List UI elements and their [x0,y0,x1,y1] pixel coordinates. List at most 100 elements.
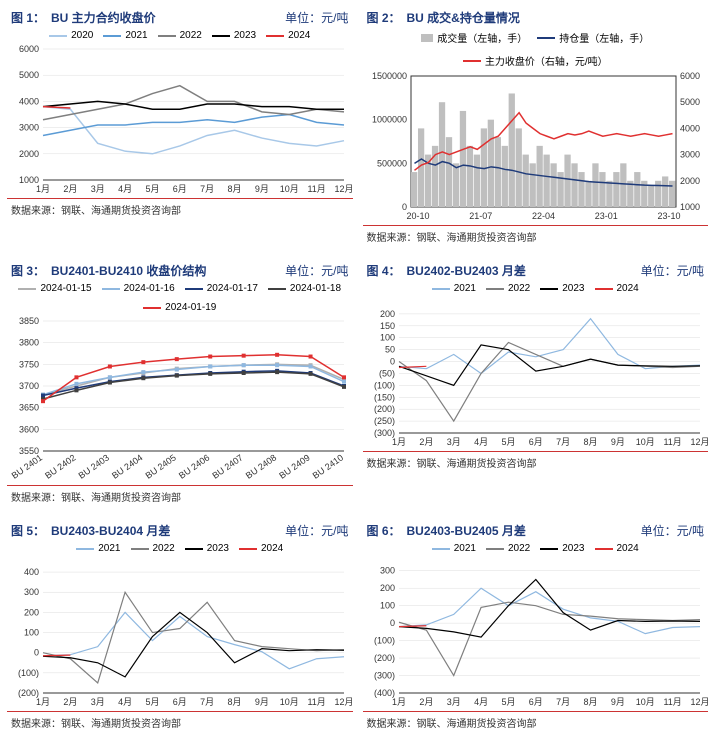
panel-title: 图 1：BU 主力合约收盘价 [11,9,156,26]
source-bar: 数据来源：钢联、海通期货投资咨询部 [7,711,353,738]
svg-text:6月: 6月 [173,184,187,194]
svg-text:3850: 3850 [19,316,39,326]
svg-text:3000: 3000 [680,150,700,160]
svg-text:6月: 6月 [528,437,542,447]
legend-item: 2024-01-19 [143,302,216,313]
svg-text:BU 2403: BU 2403 [77,452,111,480]
legend-item: 2023 [212,30,256,41]
legend-item: 2020 [49,30,93,41]
chart-plot: 0500000100000015000001000200030004000500… [363,70,709,225]
legend-item: 2021 [103,30,147,41]
svg-text:9月: 9月 [255,184,269,194]
legend-item: 主力收盘价（右轴，元/吨） [463,53,608,68]
svg-text:12月: 12月 [334,184,352,194]
legend-label: 2022 [508,283,530,294]
svg-text:3700: 3700 [19,381,39,391]
panel-header: 图 5：BU2403-BU2404 月差 单位：元/吨 [7,520,353,541]
svg-text:12月: 12月 [690,437,708,447]
legend-item: 2024 [595,283,639,294]
svg-text:BU 2408: BU 2408 [244,452,278,480]
legend: 2020 2021 2022 2023 2024 [7,28,353,43]
source-bar: 数据来源：钢联、海通期货投资咨询部 [7,485,353,512]
panel-unit: 单位：元/吨 [641,522,704,539]
svg-text:7月: 7月 [556,697,570,707]
legend: 2021202220232024 [363,281,709,296]
svg-text:1月: 1月 [36,184,50,194]
panel-header: 图 2：BU 成交&持仓量情况 [363,7,709,28]
svg-text:(150): (150) [373,392,394,402]
svg-text:12月: 12月 [690,697,708,707]
chart-panel-p5: 图 5：BU2403-BU2404 月差 单位：元/吨 202120222023… [6,519,354,739]
source-bar: 数据来源：钢联、海通期货投资咨询部 [363,711,709,738]
panel-unit: 单位：元/吨 [285,522,348,539]
svg-text:300: 300 [379,566,394,576]
legend-item: 2021 [432,283,476,294]
legend-label: 2022 [180,30,202,41]
svg-text:BU 2404: BU 2404 [110,452,144,480]
legend-label: 2024 [617,543,639,554]
svg-text:1000: 1000 [680,202,700,212]
svg-text:9月: 9月 [255,697,269,707]
legend-item: 2024 [239,543,283,554]
svg-text:5000: 5000 [19,70,39,80]
svg-text:(100): (100) [373,380,394,390]
svg-text:(100): (100) [18,668,39,678]
svg-text:22-04: 22-04 [531,211,554,221]
panel-title: 图 2：BU 成交&持仓量情况 [367,9,520,26]
svg-text:2月: 2月 [63,184,77,194]
svg-text:100: 100 [379,333,394,343]
legend-label: 成交量（左轴，手） [437,30,527,45]
chart-panel-p3: 图 3：BU2401-BU2410 收盘价结构 单位：元/吨 2024-01-1… [6,259,354,513]
svg-text:9月: 9月 [610,697,624,707]
legend-item: 持仓量（左轴，手） [537,30,649,45]
legend-item: 成交量（左轴，手） [421,30,527,45]
source-bar: 数据来源：钢联、海通期货投资咨询部 [7,198,353,225]
legend-label: 持仓量（左轴，手） [559,30,649,45]
legend-item: 2024 [266,30,310,41]
svg-text:6000: 6000 [680,71,700,81]
panel-header: 图 6：BU2403-BU2405 月差 单位：元/吨 [363,520,709,541]
svg-text:400: 400 [24,567,39,577]
svg-text:10月: 10月 [280,184,299,194]
svg-text:BU 2405: BU 2405 [143,452,177,480]
svg-text:2月: 2月 [419,437,433,447]
legend-label: 2024 [288,30,310,41]
panel-unit: 单位：元/吨 [285,9,348,26]
legend-label: 2023 [207,543,229,554]
svg-text:6000: 6000 [19,44,39,54]
svg-text:BU 2401: BU 2401 [10,452,44,480]
svg-text:10月: 10月 [280,697,299,707]
svg-text:2000: 2000 [680,176,700,186]
legend: 2021202220232024 [7,541,353,556]
svg-text:6月: 6月 [173,697,187,707]
source-bar: 数据来源：钢联、海通期货投资咨询部 [363,225,709,252]
source-bar: 数据来源：钢联、海通期货投资咨询部 [363,451,709,478]
chart-plot: (400)(300)(200)(100)01002003001月2月3月4月5月… [363,556,709,711]
svg-text:2月: 2月 [63,697,77,707]
svg-text:3750: 3750 [19,359,39,369]
chart-panel-p1: 图 1：BU 主力合约收盘价 单位：元/吨 202020212022202320… [6,6,354,253]
legend-item: 2022 [486,283,530,294]
svg-text:23-01: 23-01 [594,211,617,221]
svg-text:7月: 7月 [556,437,570,447]
svg-text:(250): (250) [373,416,394,426]
svg-text:8月: 8月 [228,184,242,194]
legend-item: 2024 [595,543,639,554]
panel-title: 图 4：BU2402-BU2403 月差 [367,262,526,279]
panel-title: 图 3：BU2401-BU2410 收盘价结构 [11,262,206,279]
legend-label: 2021 [98,543,120,554]
svg-text:6月: 6月 [528,697,542,707]
svg-text:100: 100 [24,628,39,638]
legend: 2024-01-152024-01-162024-01-172024-01-18… [7,281,353,315]
svg-text:8月: 8月 [583,697,597,707]
svg-text:11月: 11月 [307,697,325,707]
svg-text:(300): (300) [373,671,394,681]
svg-text:3月: 3月 [446,697,460,707]
chart-panel-p2: 图 2：BU 成交&持仓量情况 成交量（左轴，手） 持仓量（左轴，手） 主力收盘价（… [362,6,710,253]
svg-text:100: 100 [379,601,394,611]
legend-label: 2024-01-15 [40,283,91,294]
panel-title: 图 5：BU2403-BU2404 月差 [11,522,170,539]
svg-text:(200): (200) [373,653,394,663]
svg-text:BU 2406: BU 2406 [177,452,211,480]
svg-text:8月: 8月 [228,697,242,707]
